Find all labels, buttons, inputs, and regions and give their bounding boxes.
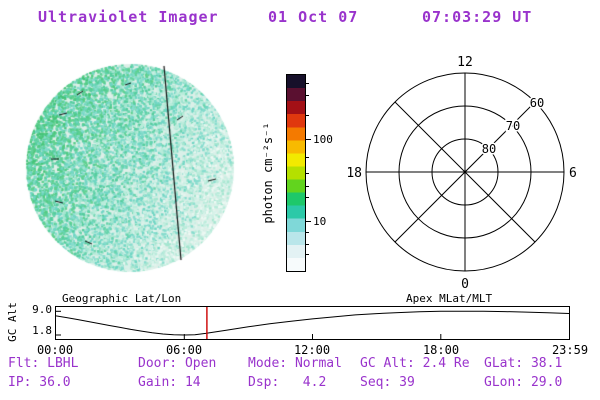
- strip-title-geographic: Geographic Lat/Lon: [62, 292, 181, 305]
- colorbar-tick-mark-10: [306, 221, 311, 222]
- time-display: 07:03:29 UT: [422, 8, 532, 26]
- uvi-display: Ultraviolet Imager 01 Oct 07 07:03:29 UT…: [0, 0, 600, 400]
- mlt-label-6: 6: [569, 166, 577, 181]
- lat-label-70: 70: [506, 119, 520, 133]
- colorbar-minor-tick: [306, 173, 309, 174]
- lat-label-80: 80: [482, 142, 496, 156]
- gc-alt-curve: [56, 311, 569, 335]
- mlt-label-0: 0: [461, 277, 469, 292]
- colorbar-minor-tick: [306, 115, 309, 116]
- colorbar-minor-tick: [306, 254, 309, 255]
- status-seq: Seq: 39: [360, 375, 415, 390]
- status-mode: Mode: Normal: [248, 356, 342, 371]
- time-tick-0000: 00:00: [35, 343, 75, 357]
- status-dsp: Dsp: 4.2: [248, 375, 326, 390]
- colorbar-minor-tick: [306, 95, 309, 96]
- time-tick-2359: 23:59: [550, 343, 590, 357]
- colorbar-minor-tick: [306, 157, 309, 158]
- polar-grid: 12 0 18 6 60 70 80: [348, 50, 584, 294]
- status-gain: Gain: 14: [138, 375, 201, 390]
- status-ip: IP: 36.0: [8, 375, 71, 390]
- colorbar-gradient: [286, 74, 306, 272]
- gc-alt-ytick-top: 9.0: [28, 303, 52, 316]
- gc-alt-chart-frame: [55, 306, 570, 340]
- time-tick-0600: 06:00: [164, 343, 204, 357]
- colorbar-minor-tick: [306, 232, 309, 233]
- status-glat: GLat: 38.1: [484, 356, 562, 371]
- colorbar-label: photon cm⁻²s⁻¹: [261, 73, 275, 273]
- date-display: 01 Oct 07: [268, 8, 358, 26]
- gc-alt-chart: [56, 307, 569, 339]
- gc-alt-axis-label: GC Alt: [6, 301, 18, 343]
- lat-label-60: 60: [530, 96, 544, 110]
- time-tick-1800: 18:00: [421, 343, 461, 357]
- strip-title-apex: Apex MLat/MLT: [406, 292, 492, 305]
- colorbar-minor-tick: [306, 244, 309, 245]
- colorbar-tick-mark-100: [306, 139, 311, 140]
- status-glon: GLon: 29.0: [484, 375, 562, 390]
- mlt-label-18: 18: [348, 166, 362, 181]
- colorbar-tick-label-100: 100: [313, 133, 333, 146]
- colorbar-minor-tick: [306, 186, 309, 187]
- colorbar-minor-tick: [306, 83, 309, 84]
- status-door: Door: Open: [138, 356, 216, 371]
- colorbar-minor-tick: [306, 197, 309, 198]
- status-gc-alt: GC Alt: 2.4 Re: [360, 356, 470, 371]
- status-flt: Flt: LBHL: [8, 356, 78, 371]
- mlt-label-12: 12: [457, 55, 473, 70]
- time-tick-1200: 12:00: [292, 343, 332, 357]
- page-title: Ultraviolet Imager: [38, 8, 219, 26]
- colorbar-tick-label-10: 10: [313, 215, 326, 228]
- gc-alt-ytick-bottom: 1.8: [28, 324, 52, 337]
- uv-disk-canvas: [25, 63, 235, 273]
- chart-tick-marks: [56, 311, 441, 339]
